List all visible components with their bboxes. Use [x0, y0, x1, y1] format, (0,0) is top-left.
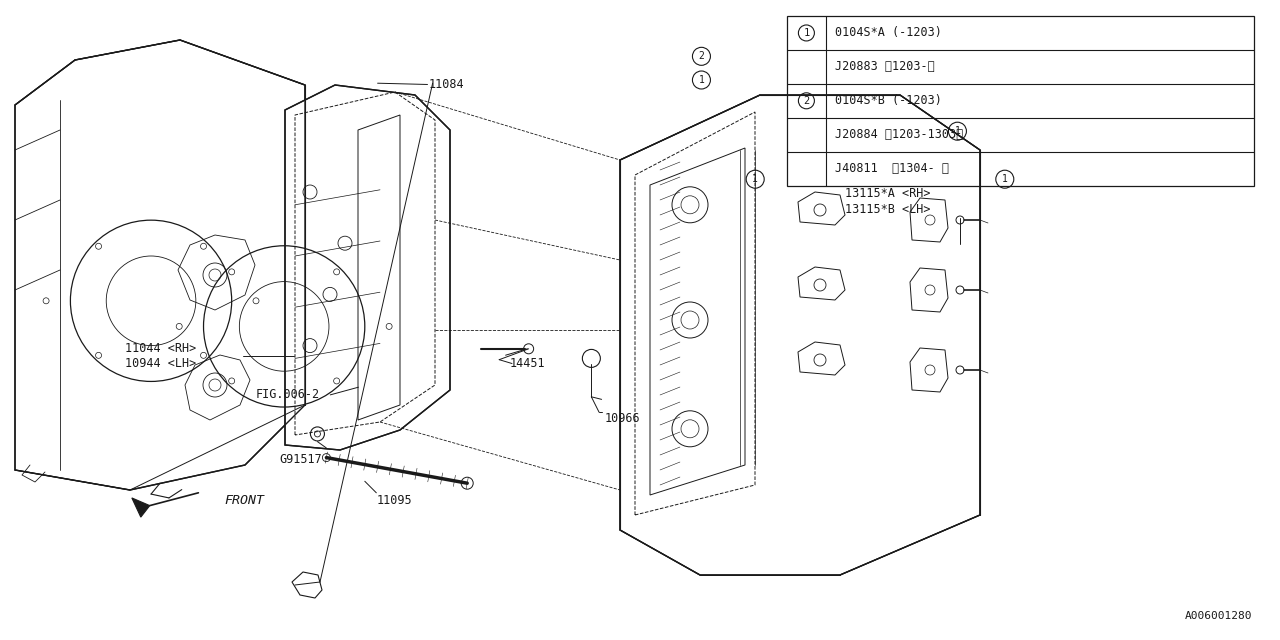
Text: J20884 〈1203-1303〉: J20884 〈1203-1303〉	[835, 128, 963, 141]
Text: 1: 1	[699, 75, 704, 85]
Text: 13115*B <LH>: 13115*B <LH>	[845, 204, 931, 216]
Text: 11044 <RH>: 11044 <RH>	[125, 342, 197, 355]
Text: 1: 1	[753, 174, 758, 184]
Text: 0104S*A (-1203): 0104S*A (-1203)	[835, 26, 941, 40]
Text: 13115*A <RH>: 13115*A <RH>	[845, 187, 931, 200]
Text: 10966: 10966	[604, 412, 640, 425]
Text: J40811  〈1304- 〉: J40811 〈1304- 〉	[835, 162, 948, 175]
Text: 11095: 11095	[376, 494, 412, 507]
Text: 10944 <LH>: 10944 <LH>	[125, 357, 197, 370]
Polygon shape	[620, 95, 980, 575]
Polygon shape	[132, 498, 150, 517]
Text: 11084: 11084	[429, 78, 465, 91]
Text: 0104S*B (-1203): 0104S*B (-1203)	[835, 94, 941, 108]
Text: FRONT: FRONT	[224, 494, 264, 507]
Polygon shape	[15, 40, 305, 490]
Text: 2: 2	[699, 51, 704, 61]
Text: 1: 1	[955, 126, 960, 136]
Text: G91517: G91517	[279, 453, 321, 466]
Text: 14451: 14451	[509, 357, 545, 370]
Text: 1: 1	[1002, 174, 1007, 184]
Text: FIG.006-2: FIG.006-2	[256, 388, 320, 401]
Text: A006001280: A006001280	[1184, 611, 1252, 621]
Text: 2: 2	[804, 96, 809, 106]
Text: 1: 1	[804, 28, 809, 38]
Text: J20883 〈1203-〉: J20883 〈1203-〉	[835, 60, 934, 74]
Polygon shape	[285, 85, 451, 450]
